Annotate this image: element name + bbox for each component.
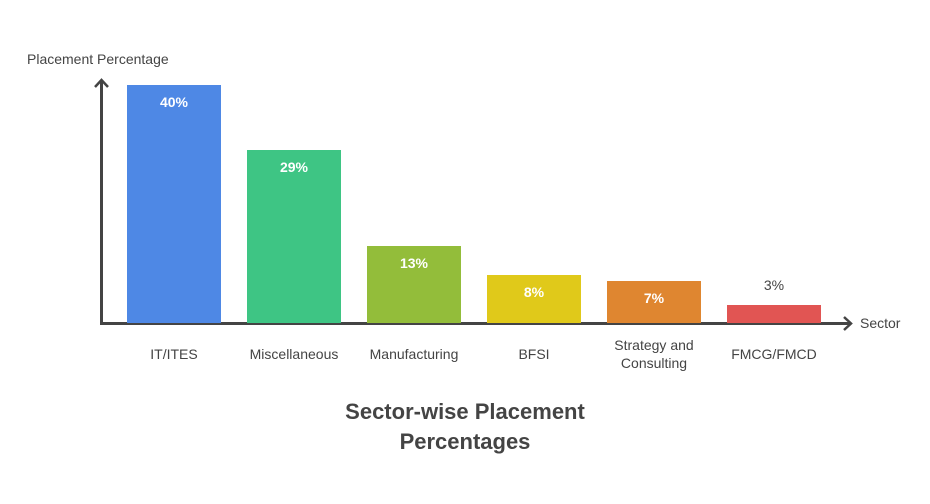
bar-value-label: 29% xyxy=(279,159,309,175)
chart-title-line-1: Sector-wise Placement xyxy=(345,399,585,424)
bar xyxy=(727,305,821,323)
x-axis-arrow-icon xyxy=(843,316,853,331)
bar-value-label: 13% xyxy=(399,255,429,271)
category-label: Manufacturing xyxy=(369,346,459,362)
category-label: IT/ITES xyxy=(150,346,198,362)
category-label: Miscellaneous xyxy=(249,346,339,362)
x-axis-label: Sector xyxy=(860,315,901,331)
y-axis-arrow-icon xyxy=(94,78,109,88)
bar xyxy=(127,85,221,323)
category-label: FMCG/FMCD xyxy=(731,346,817,362)
category-label: BFSI xyxy=(518,346,550,362)
y-axis-label: Placement Percentage xyxy=(27,51,169,67)
y-axis xyxy=(100,80,103,324)
bar-value-label: 40% xyxy=(159,94,189,110)
bar xyxy=(367,246,461,323)
bar-value-label: 7% xyxy=(643,290,665,306)
chart-title: Sector-wise Placement Percentages xyxy=(0,397,930,457)
bar xyxy=(247,150,341,323)
x-axis xyxy=(100,322,850,325)
bar-value-label: 3% xyxy=(763,277,785,293)
bar xyxy=(487,275,581,323)
category-label: Strategy and Consulting xyxy=(614,337,694,371)
bar xyxy=(607,281,701,323)
chart-title-line-2: Percentages xyxy=(399,429,531,454)
bar-value-label: 8% xyxy=(523,284,545,300)
